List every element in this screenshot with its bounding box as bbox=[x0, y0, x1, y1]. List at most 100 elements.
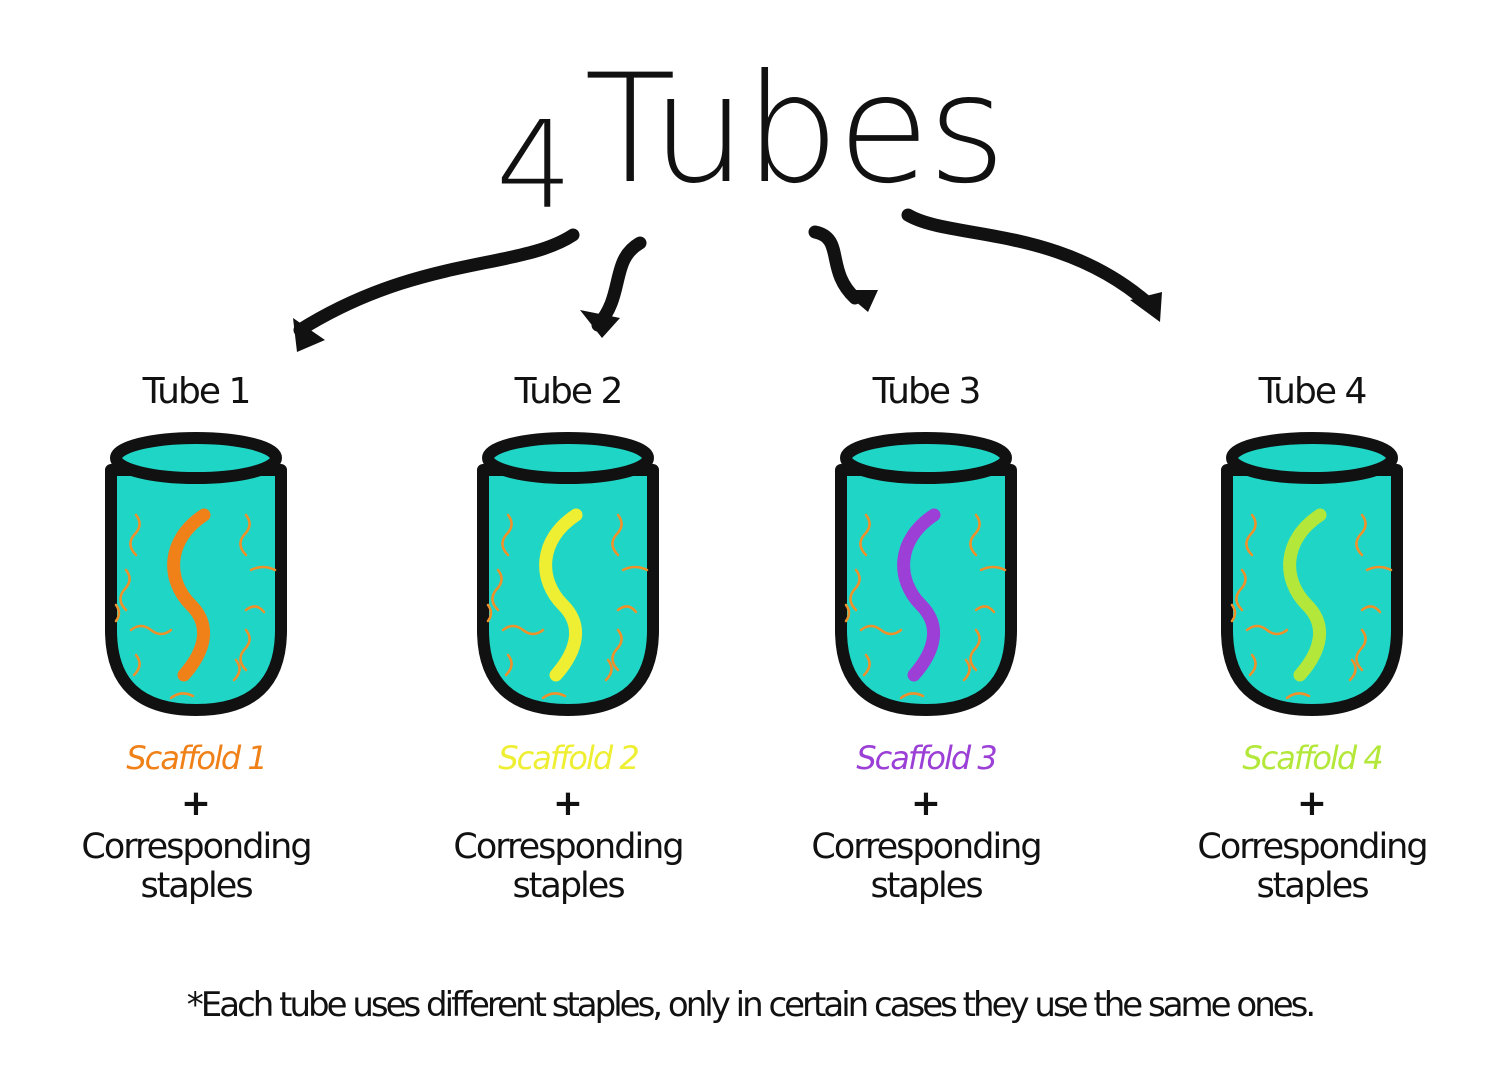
footnote: *Each tube uses different staples, only … bbox=[186, 985, 1316, 1025]
staple-strand bbox=[1245, 513, 1257, 557]
staple-strand bbox=[969, 513, 981, 557]
staple-strand bbox=[119, 568, 131, 612]
staple-strand bbox=[1248, 653, 1257, 677]
staple-strand bbox=[1230, 603, 1237, 623]
scaffold-strand bbox=[167, 508, 211, 682]
staple-strand bbox=[239, 513, 251, 557]
staples-line-1: Corresponding bbox=[811, 827, 1042, 867]
scaffold-label: Scaffold 3 bbox=[856, 739, 997, 777]
staple-strand bbox=[974, 605, 996, 614]
title: 4Tubes bbox=[0, 43, 1500, 227]
staple-strand bbox=[862, 653, 871, 677]
staple-strand bbox=[616, 605, 638, 614]
staple-strand bbox=[1365, 565, 1393, 572]
staple-strand bbox=[491, 568, 503, 612]
staple-strand bbox=[859, 513, 871, 557]
scaffold-label: Scaffold 1 bbox=[126, 739, 267, 777]
staples-line-2: staples bbox=[512, 866, 625, 906]
staple-strand bbox=[1285, 692, 1311, 700]
tube-icon bbox=[835, 432, 1017, 716]
staple-strand bbox=[232, 658, 241, 682]
staple-strand bbox=[249, 565, 277, 572]
arrowhead-4 bbox=[1130, 292, 1162, 322]
tube-icon bbox=[1221, 432, 1403, 716]
staples-line-2: staples bbox=[1256, 866, 1369, 906]
staple-strand bbox=[169, 692, 195, 700]
arrow-4 bbox=[901, 208, 1157, 312]
staples-label: Corresponding staples bbox=[1152, 828, 1472, 906]
tube-rim bbox=[1226, 432, 1398, 484]
tube-column-3: Tube 3 Scaffold 3 + Corresponding staple… bbox=[766, 368, 1086, 906]
tube-body bbox=[835, 464, 1017, 716]
tube-label: Tube 1 bbox=[142, 371, 252, 412]
scaffold-label: Scaffold 4 bbox=[1242, 739, 1383, 777]
tube-rim bbox=[840, 432, 1012, 484]
staple-strand bbox=[501, 624, 545, 636]
tube-body bbox=[1221, 464, 1403, 716]
staple-strand bbox=[486, 603, 493, 623]
staple-strand bbox=[844, 603, 851, 623]
staple-strand bbox=[504, 653, 513, 677]
tube-label: Tube 2 bbox=[514, 371, 624, 412]
arrow-3 bbox=[808, 225, 862, 305]
staples-line-1: Corresponding bbox=[81, 827, 312, 867]
staple-strand bbox=[541, 692, 567, 700]
arrows bbox=[293, 208, 1162, 352]
staples-label: Corresponding staples bbox=[766, 828, 1086, 906]
scaffold-strand bbox=[1283, 508, 1327, 682]
staple-strand bbox=[132, 653, 141, 677]
staple-strand bbox=[611, 513, 623, 557]
arrowhead-1 bbox=[293, 318, 325, 352]
staple-strand bbox=[244, 605, 266, 614]
staples-line-1: Corresponding bbox=[1197, 827, 1428, 867]
staple-strand bbox=[979, 565, 1007, 572]
staple-strand bbox=[899, 692, 925, 700]
staple-strand bbox=[849, 568, 861, 612]
title-word: Tubes bbox=[584, 43, 1006, 217]
scaffold-strand bbox=[897, 508, 941, 682]
staple-strand bbox=[611, 628, 623, 672]
staple-strand bbox=[1235, 568, 1247, 612]
plus-sign: + bbox=[552, 783, 584, 824]
arrow-2 bbox=[591, 236, 647, 332]
staples-line-2: staples bbox=[870, 866, 983, 906]
plus-sign: + bbox=[180, 783, 212, 824]
plus-sign: + bbox=[1296, 783, 1328, 824]
staple-strand bbox=[1355, 513, 1367, 557]
tube-rim bbox=[482, 432, 654, 484]
tube-label: Tube 4 bbox=[1258, 371, 1368, 412]
staples-line-1: Corresponding bbox=[453, 827, 684, 867]
staples-label: Corresponding staples bbox=[408, 828, 728, 906]
staple-strand bbox=[969, 628, 981, 672]
staple-strand bbox=[501, 513, 513, 557]
staple-strand bbox=[1360, 605, 1382, 614]
scaffold-label: Scaffold 2 bbox=[498, 739, 639, 777]
arrow-1 bbox=[293, 228, 580, 337]
staple-strand bbox=[129, 624, 173, 636]
scaffold-strand bbox=[539, 508, 583, 682]
tube-body bbox=[105, 464, 287, 716]
tube-label: Tube 3 bbox=[872, 371, 982, 412]
tube-column-4: Tube 4 Scaffold 4 + Corresponding staple… bbox=[1152, 368, 1472, 906]
staple-strand bbox=[1348, 658, 1357, 682]
staples-line-2: staples bbox=[140, 866, 253, 906]
staples-label: Corresponding staples bbox=[36, 828, 356, 906]
staple-strand bbox=[239, 628, 251, 672]
staple-strand bbox=[604, 658, 613, 682]
staple-strand bbox=[621, 565, 649, 572]
arrowhead-3 bbox=[842, 290, 878, 312]
arrowhead-2 bbox=[580, 310, 620, 338]
staple-strand bbox=[114, 603, 121, 623]
staple-strand bbox=[1355, 628, 1367, 672]
tube-body bbox=[477, 464, 659, 716]
staple-strand bbox=[1245, 624, 1289, 636]
tube-icon bbox=[105, 432, 287, 716]
title-number: 4 bbox=[496, 97, 572, 236]
plus-sign: + bbox=[910, 783, 942, 824]
tube-column-2: Tube 2 Scaffold 2 + Corresponding staple… bbox=[408, 368, 728, 906]
tube-rim bbox=[110, 432, 282, 484]
staple-strand bbox=[859, 624, 903, 636]
staple-strand bbox=[962, 658, 971, 682]
staple-strand bbox=[129, 513, 141, 557]
tube-icon bbox=[477, 432, 659, 716]
